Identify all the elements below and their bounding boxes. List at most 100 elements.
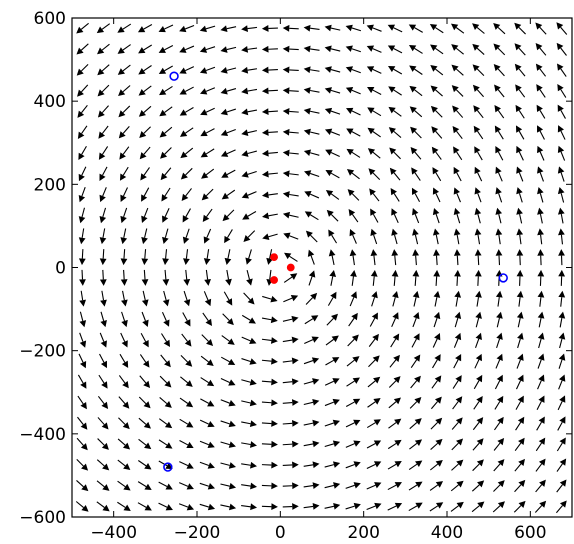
field-arrow [452,126,463,140]
field-arrow [346,107,361,116]
field-arrow [537,207,544,224]
field-arrow [514,43,526,56]
field-arrow [282,440,299,448]
field-arrow [557,125,566,140]
field-arrow [79,290,87,307]
field-arrow [284,252,298,262]
field-arrow [494,374,503,390]
field-arrow [303,440,320,448]
field-arrow [303,45,320,53]
field-arrow [181,188,192,202]
field-arrow [303,357,320,365]
field-arrow [558,374,566,390]
x-tick-label: 200 [347,523,379,543]
field-arrow [261,66,278,74]
field-arrow [117,480,131,491]
field-arrow [76,480,89,492]
field-arrow [199,503,216,511]
field-arrow [77,104,88,118]
field-arrow [328,229,338,244]
axes-frame [71,17,573,518]
field-arrow [78,145,87,161]
field-arrow [366,66,382,74]
field-arrow [307,249,315,265]
field-arrow [78,187,86,203]
field-arrow [180,167,193,180]
field-arrow [261,45,278,53]
field-arrow [79,269,86,286]
field-arrow [472,438,484,451]
field-arrow [262,295,278,303]
field-arrow [453,353,462,369]
field-arrow [183,269,191,286]
field-arrow [179,107,194,116]
y-tick-label: −400 [19,425,66,445]
field-arrow [158,439,173,449]
field-arrow [367,127,381,138]
field-arrow [181,333,192,347]
field-arrow [178,503,195,511]
field-arrow [451,438,464,451]
field-arrow [78,166,87,182]
field-arrow [98,125,109,139]
field-arrow [495,146,504,161]
field-arrow [200,148,215,158]
field-arrow [118,375,129,389]
field-arrow [241,66,258,74]
field-arrow [453,228,461,245]
field-arrow [472,84,484,98]
field-arrow [345,482,361,489]
field-arrow [557,395,566,411]
field-arrow [117,459,131,470]
field-arrow [179,24,195,33]
field-arrow [432,333,441,348]
field-arrow [515,84,526,98]
field-arrow [138,44,153,54]
field-arrow [494,395,504,410]
x-tick-label: −200 [174,523,221,543]
field-arrow [220,482,237,490]
field-arrow [514,22,526,35]
field-arrow [99,166,108,181]
field-arrow [368,168,381,180]
field-arrow [556,22,568,35]
source-point-marker [270,276,278,284]
field-arrow [388,418,402,429]
field-arrow [451,459,464,471]
field-arrow [282,419,299,427]
field-arrow [493,43,506,56]
field-arrow [162,228,169,245]
field-arrow [557,166,565,182]
field-arrow [118,396,130,409]
field-arrow [221,169,236,178]
field-arrow [119,353,129,368]
field-arrow [474,166,483,182]
field-arrow [390,333,400,348]
field-arrow [261,440,278,448]
field-arrow [412,311,420,328]
field-arrow [431,126,443,139]
field-arrow [495,228,503,245]
field-arrow [324,398,340,407]
field-arrow [261,482,278,490]
field-arrow [493,64,505,77]
field-arrow [408,502,423,512]
field-arrow [492,501,505,513]
field-arrow [494,125,504,140]
field-arrow [473,396,483,410]
field-arrow [261,129,278,136]
field-arrow [158,460,173,470]
field-arrow [324,502,341,510]
field-arrow [454,311,462,328]
field-arrow [159,375,172,388]
field-arrow [119,146,130,160]
x-tick-label: 0 [275,523,286,543]
field-arrow [137,24,153,33]
field-arrow [387,482,402,491]
field-arrow [429,481,444,491]
field-arrow [159,106,173,117]
field-arrow [367,107,382,117]
field-arrow [96,459,110,471]
field-arrow [409,439,423,450]
field-arrow [495,166,503,182]
